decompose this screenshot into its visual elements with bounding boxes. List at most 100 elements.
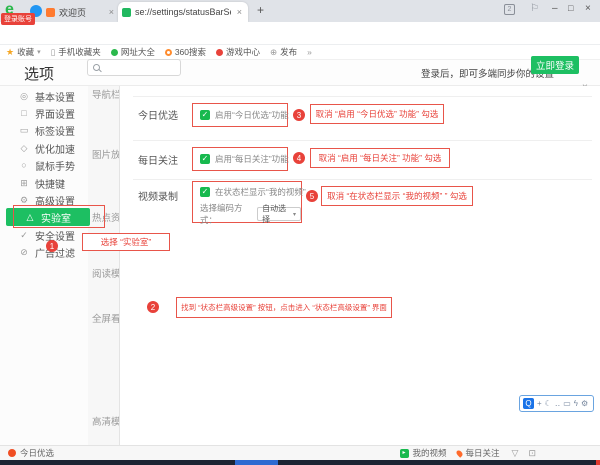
status-bar: 今日优选 ▸ 我的视频 每日关注 ▽ ⊡: [0, 445, 600, 460]
sidebar-item-shortcuts[interactable]: ⊞ 快捷键: [20, 177, 65, 191]
shield-icon[interactable]: ▽: [511, 447, 519, 458]
login-hint: 登录后，即可多端同步你的设置: [421, 69, 555, 80]
flag-icon[interactable]: ⚐: [530, 3, 539, 14]
bookmark-mobile[interactable]: ▯ 手机收藏夹: [50, 46, 101, 58]
subnav-item[interactable]: 全屏看图: [92, 314, 120, 325]
subnav-item[interactable]: 热点资讯: [92, 213, 120, 224]
checkbox-checked-icon[interactable]: ✓: [200, 110, 210, 120]
tab-close-icon[interactable]: ×: [108, 7, 114, 17]
annotation-step-4: 取消 “启用 “每日关注” 功能” 勾选: [310, 148, 450, 168]
tab-close-icon[interactable]: ×: [236, 7, 242, 17]
toolbox-icon[interactable]: ⚙: [580, 399, 589, 408]
annotation-step-2: 找到 “状态栏高级设置” 按钮，点击进入 “状态栏高级设置” 界面: [176, 297, 392, 318]
sidebar-item-tabs[interactable]: ▭ 标签设置: [19, 124, 75, 138]
check-circle-icon: ✓: [20, 229, 28, 240]
taskbar-right-segment: [596, 460, 600, 465]
block-icon: ⊘: [20, 246, 28, 257]
window-icon: □: [21, 108, 27, 118]
promo-badge: 登录账号: [1, 13, 35, 25]
bookmark-favorites[interactable]: ★ 收藏 ▾: [6, 46, 41, 58]
sidebar-item-optimize[interactable]: ◇ 优化加速: [20, 142, 75, 156]
statusbar-my-videos[interactable]: ▸ 我的视频: [399, 447, 447, 459]
feedback-icon[interactable]: ⊡: [528, 447, 536, 458]
bookmark-publish[interactable]: ⊕ 发布: [270, 46, 298, 58]
bookmark-games[interactable]: 游戏中心: [216, 46, 260, 58]
row-label-today-picks: 今日优选: [138, 111, 178, 122]
highlight-box-laboratory: [13, 205, 105, 228]
row-divider: [133, 140, 592, 141]
star-icon: ★: [6, 46, 15, 57]
statusbar-daily-follow[interactable]: 每日关注: [454, 447, 500, 459]
sidebar-item-security[interactable]: ✓ 安全设置: [20, 229, 75, 243]
settings-content: [120, 86, 600, 445]
row-divider: [133, 179, 592, 180]
subnav-item[interactable]: 阅读模式: [92, 269, 120, 280]
highlight-box-today-picks: ✓ 启用“今日优选”功能: [192, 103, 289, 127]
row-label-daily-follow: 每日关注: [138, 156, 178, 167]
annotation-step-3: 取消 “启用 “今日优选” 功能” 勾选: [310, 104, 444, 124]
sidebar-item-advanced[interactable]: ⚙ 高级设置: [19, 194, 75, 208]
settings-search[interactable]: [87, 59, 181, 76]
login-button[interactable]: 立即登录: [531, 56, 579, 74]
video-icon: ▸: [399, 448, 409, 458]
subnav-column: 导航栏 图片放大 热点资讯 阅读模式 全屏看图 高清模式: [88, 86, 120, 445]
new-tab-button[interactable]: +: [257, 3, 265, 17]
subnav-item[interactable]: 图片放大: [92, 150, 120, 161]
settings-sidebar: ◎ 基本设置 □ 界面设置 ▭ 标签设置 ◇ 优化加速 ○ 鼠标手势 ⊞ 快捷键 ⚙ 高级设置…: [0, 86, 90, 445]
encoding-select[interactable]: 自动选择 ▾: [257, 204, 301, 224]
today-picks-icon: [8, 449, 16, 457]
caret-down-icon: ▾: [37, 49, 41, 56]
quick-toolbar: Q + ☾ ‥ ▭ ϟ ⚙: [519, 395, 594, 412]
row-divider: [133, 96, 592, 97]
checkbox-label: 启用“每日关注”功能: [215, 154, 289, 164]
quick-search-button[interactable]: Q: [523, 398, 534, 409]
taskbar-strip: [0, 460, 600, 465]
bookmark-sites[interactable]: 网址大全: [110, 46, 155, 58]
gear-icon: ⚙: [19, 194, 29, 205]
settings-header: 选项 登录后，即可多端同步你的设置 立即登录 ×: [0, 56, 600, 93]
subnav-item[interactable]: 导航栏: [92, 90, 120, 101]
tab-icon: ▭: [19, 124, 29, 135]
night-mode-icon[interactable]: ☾: [544, 399, 552, 408]
step-badge-4: 4: [293, 152, 305, 164]
mini-window-icon[interactable]: ▭: [563, 399, 571, 408]
taskbar-active-segment: [235, 460, 278, 465]
sidebar-item-mouse-gesture[interactable]: ○ 鼠标手势: [0, 157, 88, 173]
sidebar-item-interface[interactable]: □ 界面设置: [0, 105, 88, 121]
row-label-video-record: 视频录制: [138, 192, 178, 203]
checkbox-label: 启用“今日优选”功能: [215, 110, 289, 120]
site-dot-icon: [110, 48, 118, 56]
checkbox-checked-icon[interactable]: ✓: [200, 154, 210, 164]
minimize-button[interactable]: –: [552, 3, 558, 14]
tab-count-badge[interactable]: 2: [504, 4, 515, 15]
subnav-item[interactable]: 高清模式: [92, 417, 120, 428]
maximize-button[interactable]: □: [568, 3, 574, 13]
tab-favicon: [46, 7, 55, 17]
flask-icon: △: [26, 211, 34, 222]
sidebar-item-basic[interactable]: ◎ 基本设置: [20, 90, 75, 104]
select-label: 选择编码方式：: [200, 203, 243, 225]
translate-icon[interactable]: +: [537, 399, 542, 408]
phone-icon: ▯: [50, 46, 56, 57]
step-badge-3: 3: [293, 109, 305, 121]
bookmarks-bar: ★ 收藏 ▾ ▯ 手机收藏夹 网址大全 360搜索 游戏中心 ⊕ 发布 »: [0, 45, 600, 60]
sidebar-item-adblock[interactable]: ⊘ 广告过滤: [20, 246, 75, 260]
browser-logo[interactable]: e: [5, 1, 14, 18]
bookmark-search[interactable]: 360搜索: [164, 46, 206, 58]
checkbox-label: 在状态栏显示“我的视频”: [215, 187, 306, 197]
tab-strip: e 欢迎页 × se://settings/statusBarSetti × +…: [0, 0, 600, 25]
statusbar-today-picks[interactable]: 今日优选: [8, 447, 54, 459]
more-tools-icon[interactable]: ‥: [554, 399, 561, 408]
bookmarks-overflow-icon[interactable]: »: [307, 47, 312, 57]
settings-search-input[interactable]: [104, 62, 164, 73]
boost-icon[interactable]: ϟ: [573, 399, 578, 408]
flame-icon: [454, 448, 464, 458]
sidebar-item-laboratory[interactable]: △ 实验室: [6, 208, 90, 226]
tab-welcome[interactable]: 欢迎页 ×: [46, 3, 116, 21]
annotation-step-1: 选择 “实验室”: [82, 233, 170, 251]
checkbox-checked-icon[interactable]: ✓: [200, 187, 210, 197]
tab-settings[interactable]: se://settings/statusBarSetti ×: [118, 2, 248, 22]
page-title: 选项: [24, 66, 55, 83]
window-close-button[interactable]: ×: [585, 3, 591, 14]
